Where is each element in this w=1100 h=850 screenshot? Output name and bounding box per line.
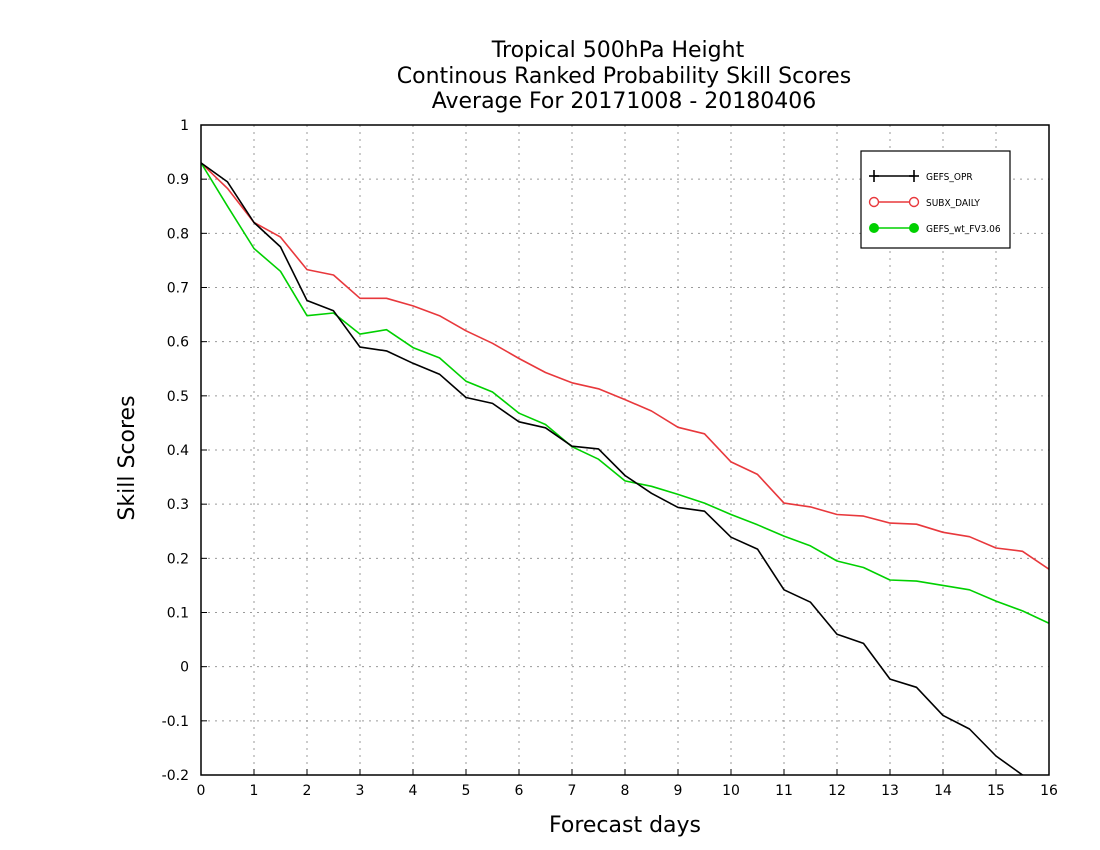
series-line-gefs-opr [201,162,1026,775]
y-tick-label: 0.6 [167,335,189,351]
y-tick-label: 0.9 [167,172,189,188]
y-tick-label: -0.2 [162,768,189,784]
legend-marker-plus [869,170,879,182]
y-tick-label: -0.1 [162,714,189,730]
x-axis: 0 1 2 3 4 5 6 7 8 9 10 11 12 13 14 15 16 [197,769,1058,799]
legend-label: GEFS_wt_FV3.06 [926,224,1001,235]
x-tick-label: 1 [250,783,259,799]
x-axis-label: Forecast days [549,813,701,838]
chart-title-line-2: Continous Ranked Probability Skill Score… [397,64,851,89]
legend-marker-circle-filled [869,223,879,233]
series-line-subx-daily [201,162,1049,570]
x-tick-label: 9 [674,783,683,799]
legend: GEFS_OPR SUBX_DAILY GEFS_wt_FV3.06 [860,150,1011,249]
series-line-gefs-wt-fv3-06 [201,162,1049,625]
x-tick-label: 3 [356,783,365,799]
x-tick-label: 0 [197,783,206,799]
grid [201,125,1049,775]
x-tick-label: 11 [775,783,793,799]
legend-marker-circle-open [908,196,920,208]
x-tick-label: 12 [828,783,846,799]
x-tick-label: 15 [987,783,1005,799]
y-tick-label: 0.4 [167,443,189,459]
legend-marker-plus [909,170,919,182]
x-tick-label: 13 [881,783,899,799]
x-tick-label: 4 [409,783,418,799]
y-axis-label: Skill Scores [115,395,140,520]
x-tick-label: 14 [934,783,952,799]
x-tick-label: 8 [621,783,630,799]
x-tick-label: 16 [1040,783,1058,799]
y-axis: -0.2 -0.1 0 0.1 0.2 0.3 0.4 0.5 0.6 0.7 0.8 0.9 1 [162,118,207,784]
series-layer [201,162,1049,775]
legend-label: SUBX_DAILY [926,198,980,209]
legend-marker-circle-open [868,196,880,208]
y-tick-label: 0 [180,660,189,676]
legend-box [860,150,1011,249]
legend-label: GEFS_OPR [926,172,973,183]
y-tick-label: 0.7 [167,281,189,297]
y-tick-label: 1 [180,118,189,134]
y-tick-label: 0.8 [167,226,189,242]
chart-title-line-3: Average For 20171008 - 20180406 [432,89,817,114]
x-tick-label: 7 [568,783,577,799]
x-tick-label: 10 [722,783,740,799]
chart-title-line-1: Tropical 500hPa Height [491,38,745,63]
legend-marker-circle-filled [909,223,919,233]
chart-title: Tropical 500hPa Height Continous Ranked … [397,38,851,114]
x-tick-label: 5 [462,783,471,799]
y-tick-label: 0.2 [167,551,189,567]
y-tick-label: 0.3 [167,497,189,513]
y-tick-label: 0.1 [167,606,189,622]
x-tick-label: 2 [303,783,312,799]
x-tick-label: 6 [515,783,524,799]
y-tick-label: 0.5 [167,389,189,405]
